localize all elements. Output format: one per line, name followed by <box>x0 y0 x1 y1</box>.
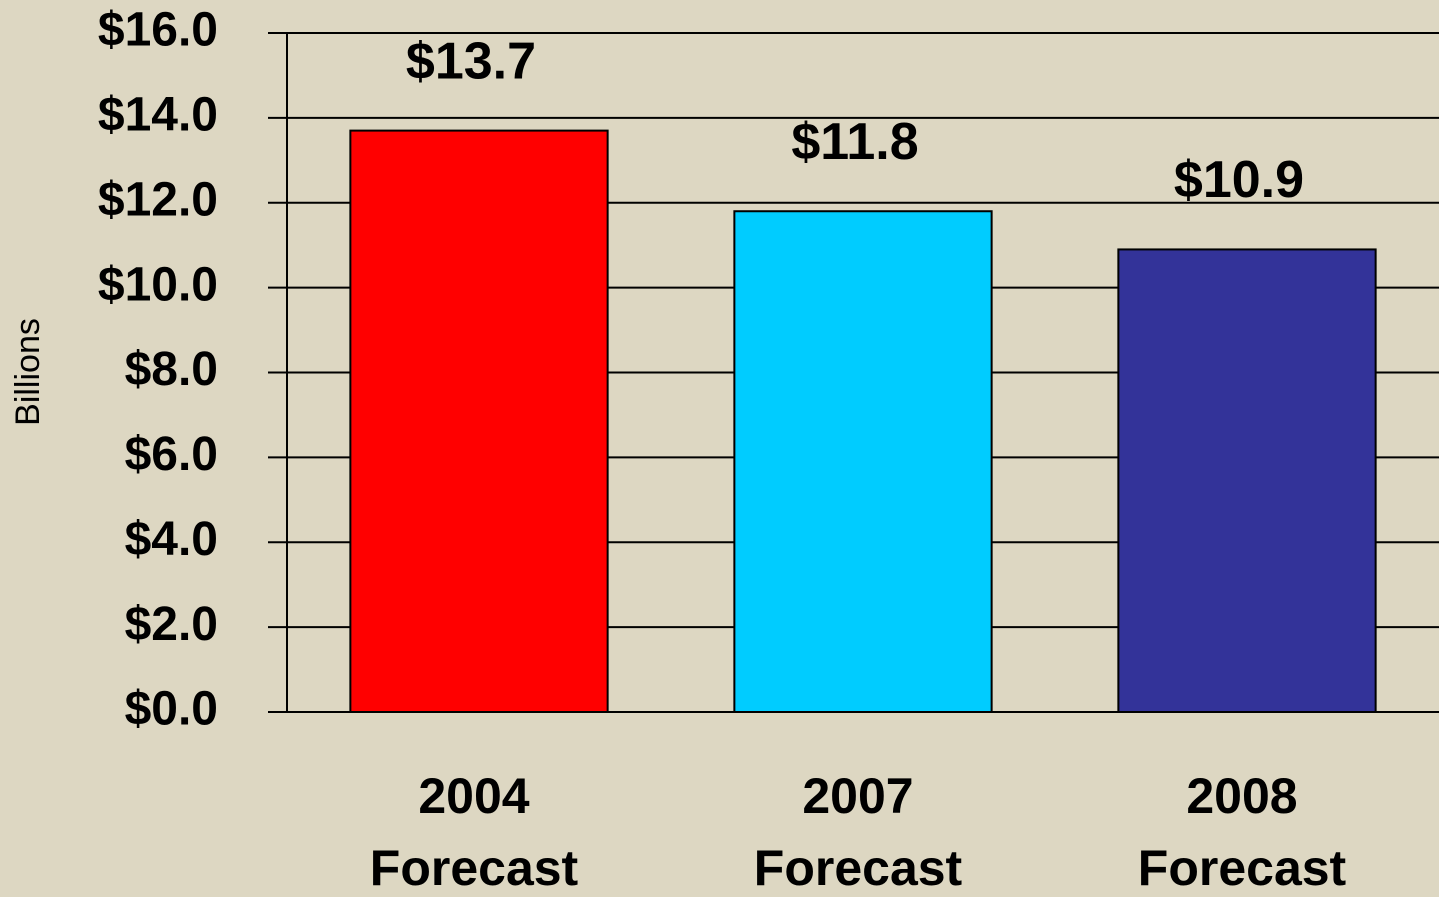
y-axis-label: Billions <box>9 318 47 426</box>
bar <box>1117 248 1377 713</box>
y-tick-label: $8.0 <box>125 343 218 396</box>
x-tick-label: Forecast <box>370 840 579 896</box>
x-tick-label: 2007 <box>802 768 913 824</box>
y-tick-label: $2.0 <box>125 598 218 651</box>
y-tick-label: $16.0 <box>98 4 218 57</box>
y-tick-label: $0.0 <box>125 683 218 736</box>
data-label: $13.7 <box>406 32 536 90</box>
x-tick-label: Forecast <box>1138 840 1347 896</box>
y-tick-label: $12.0 <box>98 173 218 226</box>
x-tick-label: 2004 <box>418 768 529 824</box>
data-label: $10.9 <box>1174 151 1304 209</box>
x-tick-label: 2008 <box>1186 768 1297 824</box>
x-tick-label: Forecast <box>754 840 963 896</box>
y-tick-label: $4.0 <box>125 513 218 566</box>
y-tick-label: $14.0 <box>98 89 218 142</box>
bar <box>733 210 993 714</box>
data-label: $11.8 <box>791 113 918 171</box>
bar <box>349 129 609 713</box>
y-tick-label: $6.0 <box>125 428 218 481</box>
y-tick-label: $10.0 <box>98 258 218 311</box>
